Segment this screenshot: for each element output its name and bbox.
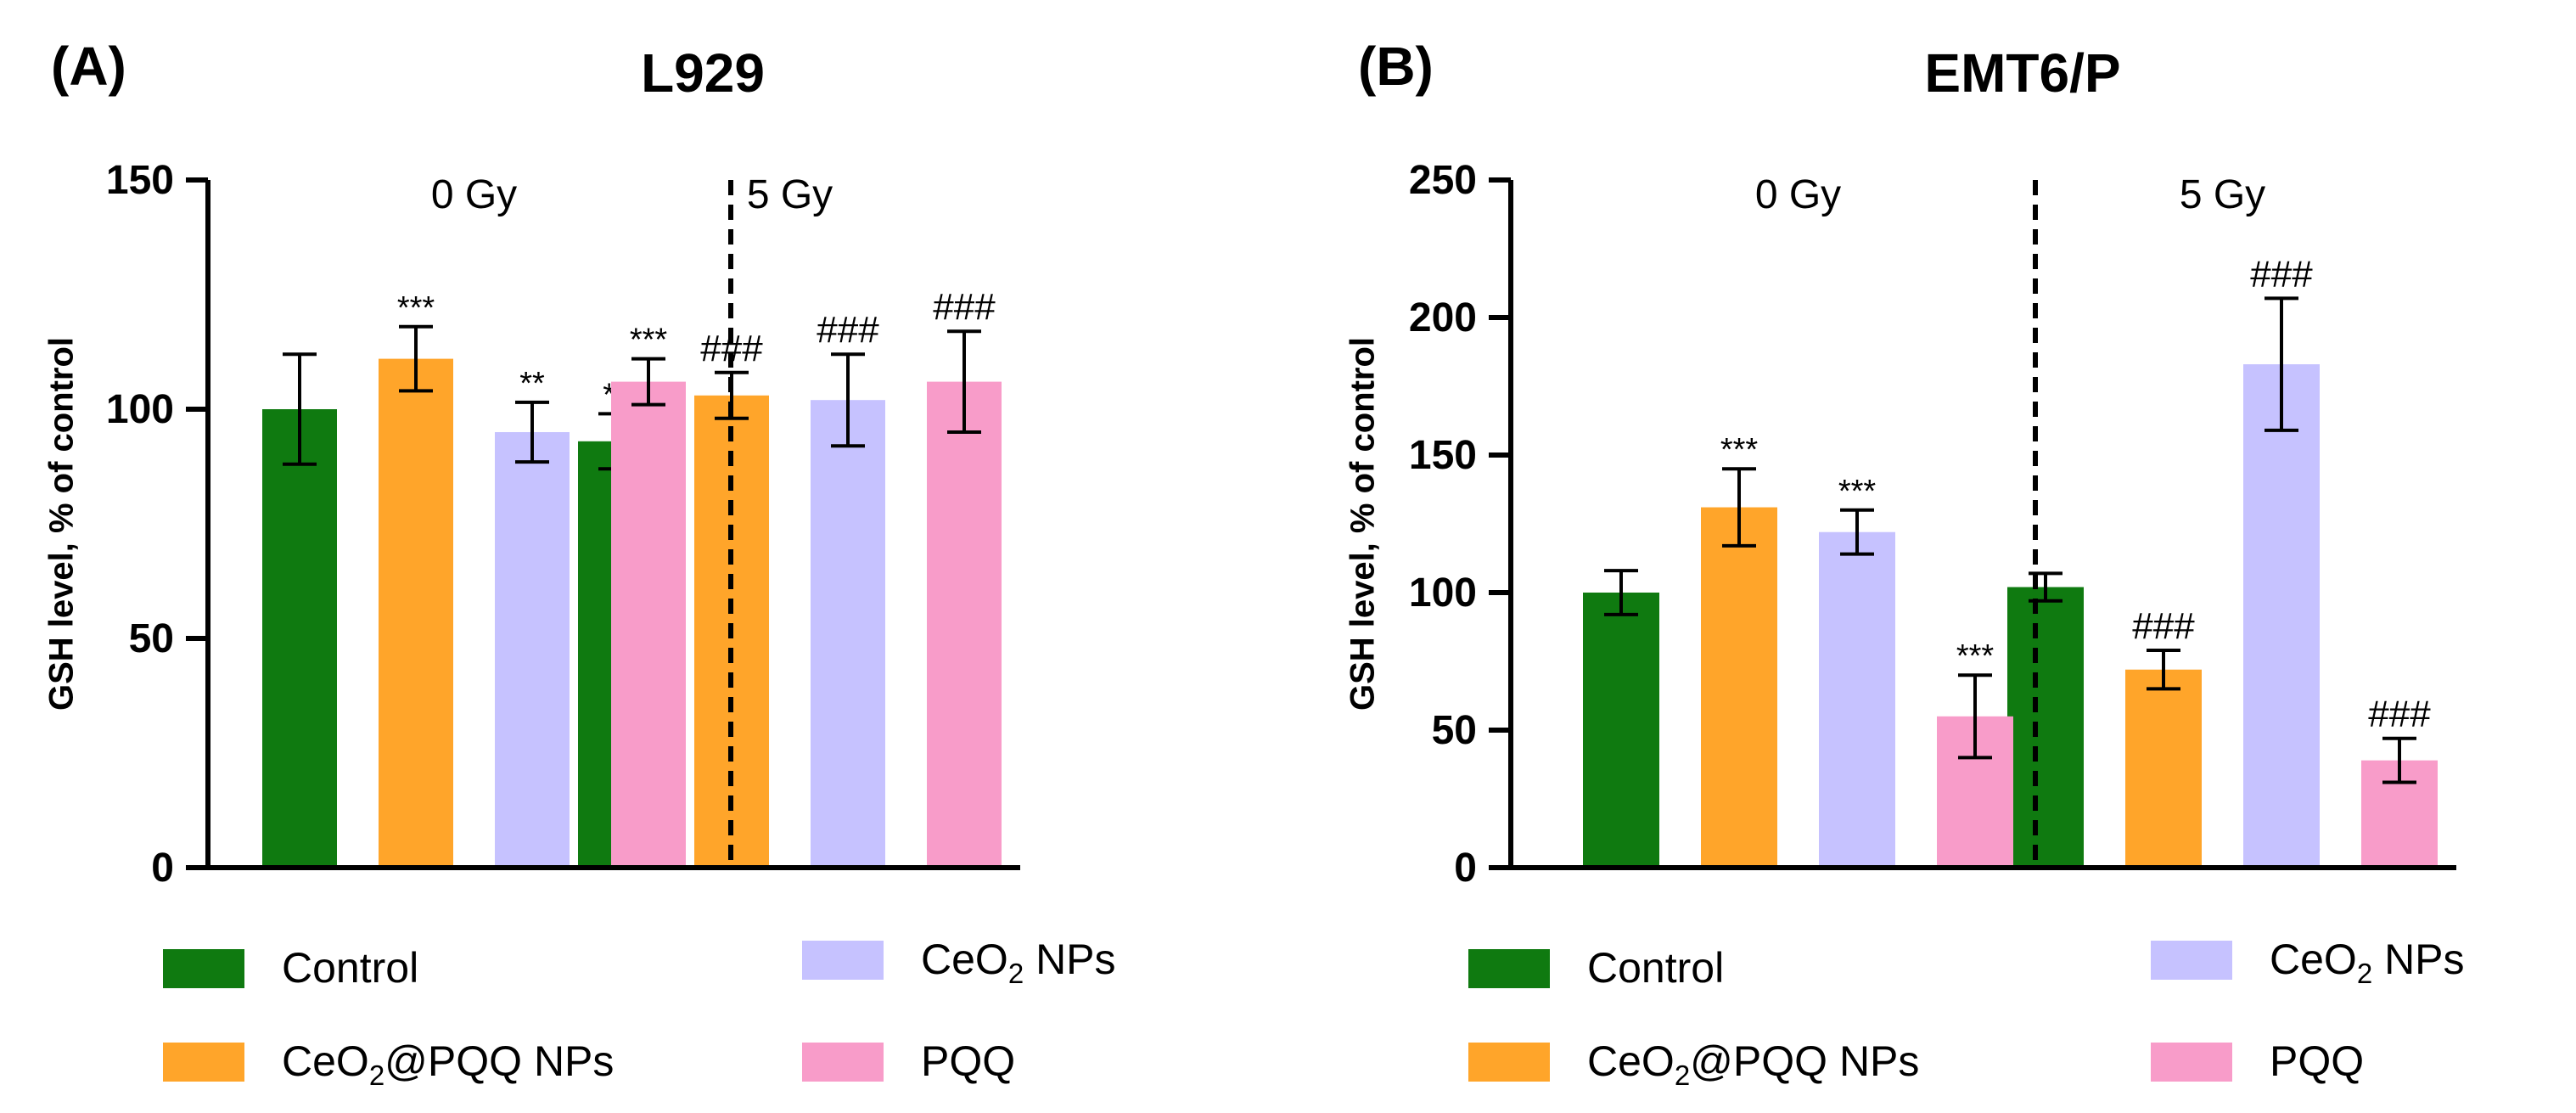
legend-label: PQQ [921, 1037, 1015, 1085]
significance-mark: ### [817, 309, 879, 351]
bar [1701, 507, 1777, 868]
bar [262, 409, 337, 868]
significance-mark: *** [630, 323, 668, 358]
bar [495, 432, 570, 868]
significance-mark: ### [2132, 605, 2195, 647]
y-tick-label: 100 [106, 387, 174, 432]
significance-mark: *** [1956, 638, 1995, 674]
legend-swatch [802, 941, 884, 980]
legend-swatch [1468, 949, 1550, 988]
significance-mark: ### [2250, 253, 2313, 295]
legend-swatch [163, 1043, 244, 1082]
bar [2125, 669, 2202, 868]
chart-title: EMT6/P [1924, 42, 2120, 104]
y-tick-label: 50 [129, 616, 174, 661]
bar [811, 400, 885, 868]
group-label: 0 Gy [1755, 172, 1841, 217]
y-tick-label: 250 [1409, 158, 1477, 203]
legend-swatch [802, 1043, 884, 1082]
legend-swatch [2151, 941, 2232, 980]
chart-title: L929 [641, 42, 765, 104]
legend-swatch [163, 949, 244, 988]
legend-label: CeO2@PQQ NPs [1587, 1037, 1919, 1091]
legend-label: PQQ [2270, 1037, 2364, 1085]
y-tick-label: 50 [1432, 708, 1477, 753]
legend: Control CeO2@PQQ NPs CeO2 NPs PQQ [1468, 936, 2465, 1091]
legend-label: CeO2 NPs [921, 936, 1116, 989]
group-label: 0 Gy [431, 172, 517, 217]
bar [611, 381, 686, 868]
panel-label: (B) [1358, 36, 1434, 97]
group-label: 5 Gy [2180, 172, 2265, 217]
bar [2243, 364, 2320, 868]
chart-panel-1: (B) EMT6/P GSH level, % of control *** ### **… [1344, 36, 2465, 1091]
y-axis-label: GSH level, % of control [1344, 337, 1382, 711]
panel-label: (A) [51, 36, 126, 97]
legend-label: CeO2@PQQ NPs [282, 1037, 614, 1091]
bar [2007, 587, 2084, 868]
y-tick-label: 150 [1409, 433, 1477, 478]
significance-mark: ** [519, 366, 545, 402]
y-axis-label: GSH level, % of control [43, 337, 81, 711]
y-tick-label: 150 [106, 158, 174, 203]
y-tick-label: 0 [151, 846, 174, 891]
y-tick-label: 100 [1409, 571, 1477, 616]
y-tick-label: 0 [1454, 846, 1477, 891]
bar [1583, 593, 1659, 868]
legend-label: Control [282, 944, 418, 992]
significance-mark: *** [1720, 432, 1759, 468]
y-tick-label: 200 [1409, 295, 1477, 340]
bar [1819, 531, 1895, 868]
significance-mark: *** [397, 290, 435, 326]
legend-swatch [2151, 1043, 2232, 1082]
legend-swatch [1468, 1043, 1550, 1082]
significance-mark: ### [2368, 694, 2431, 735]
legend: Control CeO2@PQQ NPs CeO2 NPs PQQ [163, 936, 1116, 1091]
legend-label: CeO2 NPs [2270, 936, 2465, 989]
significance-mark: *** [1838, 474, 1877, 509]
legend-label: Control [1587, 944, 1724, 992]
bar [927, 381, 1002, 868]
significance-mark: ### [933, 286, 996, 328]
group-label: 5 Gy [747, 172, 833, 217]
bar [379, 358, 453, 868]
